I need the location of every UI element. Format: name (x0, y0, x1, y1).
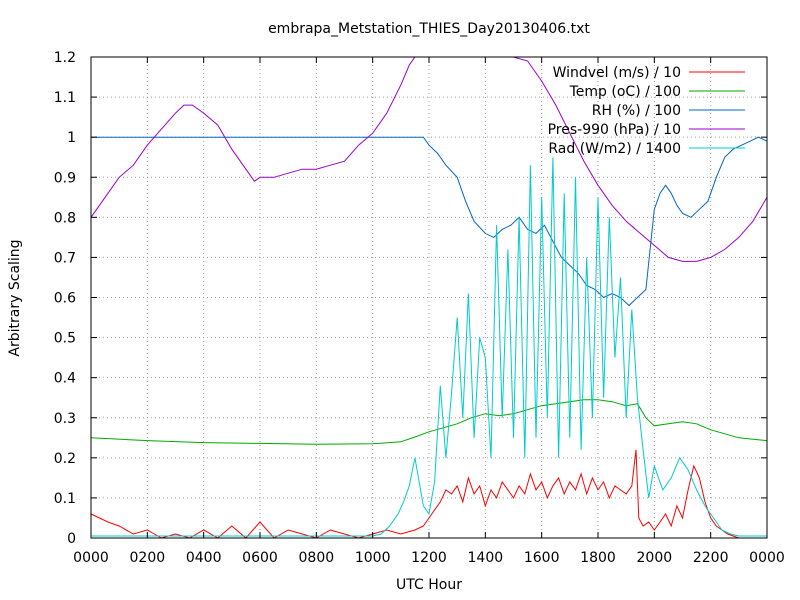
x-tick-label: 0000 (749, 550, 785, 566)
x-tick-label: 1800 (580, 550, 616, 566)
legend-label: Rad (W/m2) / 1400 (548, 141, 681, 157)
y-tick-label: 0.4 (54, 371, 76, 387)
x-tick-label: 1000 (355, 550, 391, 566)
y-tick-label: 0.7 (54, 250, 76, 266)
y-tick-label: 0.5 (54, 331, 76, 347)
y-tick-label: 1.2 (54, 50, 76, 66)
series-line-rad-w-m2-1400 (91, 157, 767, 537)
y-tick-label: 0.1 (54, 491, 76, 507)
y-tick-label: 0 (67, 531, 76, 547)
y-tick-label: 1.1 (54, 90, 76, 106)
y-tick-label: 0.9 (54, 170, 76, 186)
series-line-pres-990-hpa-10 (90, 56, 768, 262)
x-tick-label: 0600 (242, 550, 278, 566)
chart-title: embrapa_Metstation_THIES_Day20130406.txt (268, 21, 590, 37)
x-tick-label: 0200 (130, 550, 166, 566)
tick-layer: 0000 0200 0400 0600 0800 1000 1200 1400 1600 1800… (54, 50, 785, 566)
x-tick-label: 0400 (186, 550, 222, 566)
legend-label: RH (%) / 100 (592, 103, 681, 119)
x-tick-label: 0000 (73, 550, 109, 566)
series-line-temp-oc-100 (90, 399, 768, 445)
x-tick-label: 0800 (299, 550, 335, 566)
y-tick-label: 0.3 (54, 411, 76, 427)
legend-label: Pres-990 (hPa) / 10 (548, 122, 681, 138)
series-line-rh-100 (91, 136, 768, 307)
series-line-windvel-m-s-10 (90, 449, 767, 539)
y-tick-label: 0.6 (54, 291, 76, 307)
x-tick-label: 1200 (411, 550, 447, 566)
x-tick-label: 2000 (637, 550, 673, 566)
legend-label: Temp (oC) / 100 (569, 84, 681, 100)
x-axis-label: UTC Hour (396, 577, 462, 593)
y-tick-label: 0.2 (54, 451, 76, 467)
x-tick-label: 1400 (468, 550, 504, 566)
y-tick-label: 1 (67, 130, 76, 146)
legend-label: Windvel (m/s) / 10 (553, 65, 681, 81)
x-tick-label: 2200 (693, 550, 729, 566)
legend: Windvel (m/s) / 10 Temp (oC) / 100 RH (%) … (548, 65, 745, 157)
y-tick-label: 0.8 (54, 210, 76, 226)
x-tick-label: 1600 (524, 550, 560, 566)
y-axis-label: Arbitrary Scaling (7, 239, 23, 356)
grid-layer (91, 57, 767, 538)
series-layer (90, 56, 768, 539)
